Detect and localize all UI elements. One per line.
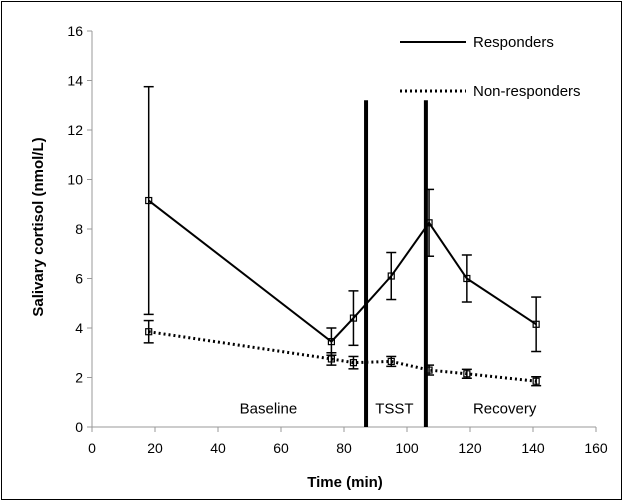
- x-tick-label: 20: [147, 440, 163, 456]
- data-point: [387, 272, 395, 280]
- series-line: [148, 330, 537, 383]
- legend-label: Responders: [473, 34, 554, 51]
- data-point: [532, 320, 540, 328]
- data-point: [463, 274, 471, 283]
- x-tick-label: 60: [273, 440, 289, 456]
- data-point: [349, 359, 358, 367]
- phase-annotations: Baseline TSST Recovery: [240, 400, 537, 417]
- data-point: [349, 314, 358, 322]
- y-tick-label: 2: [75, 370, 83, 386]
- y-tick-label: 12: [67, 122, 83, 138]
- y-tick-label: 6: [75, 271, 83, 287]
- data-point: [145, 328, 153, 336]
- data-point: [425, 219, 433, 227]
- data-point: [425, 366, 433, 374]
- x-tick-label: 140: [521, 440, 545, 456]
- y-tick-label: 4: [75, 320, 83, 336]
- axes: [87, 30, 597, 432]
- data-point: [532, 377, 540, 385]
- legend: Responders Non-responders: [400, 34, 581, 100]
- series-responders: [143, 85, 542, 356]
- y-axis-label: Salivary cortisol (nmol/L): [30, 137, 47, 316]
- series-non-responders: [143, 319, 542, 387]
- x-tick-label: 80: [336, 440, 352, 456]
- x-tick-label: 160: [584, 440, 608, 456]
- series-line: [148, 199, 537, 343]
- data-point: [327, 355, 335, 363]
- annotation-label: Recovery: [473, 400, 537, 417]
- data-point: [145, 196, 153, 205]
- annotation-label: Baseline: [240, 400, 298, 417]
- y-tick-label: 16: [67, 23, 83, 39]
- data-point: [387, 357, 395, 366]
- y-tick-label: 0: [75, 419, 83, 435]
- y-tick-label: 8: [75, 221, 83, 237]
- y-tick-label: 14: [67, 73, 83, 89]
- data-point: [463, 370, 471, 378]
- x-tick-label: 100: [395, 440, 419, 456]
- x-tick-label: 120: [458, 440, 482, 456]
- series-layer: [143, 85, 542, 387]
- annotation-label: TSST: [375, 400, 413, 417]
- y-tick-label: 10: [67, 172, 83, 188]
- data-point: [327, 338, 335, 346]
- legend-label: Non-responders: [473, 83, 581, 100]
- phase-separators: [364, 100, 428, 427]
- x-tick-label: 40: [210, 440, 226, 456]
- x-tick-label: 0: [88, 440, 96, 456]
- x-axis-label: Time (min): [307, 474, 383, 491]
